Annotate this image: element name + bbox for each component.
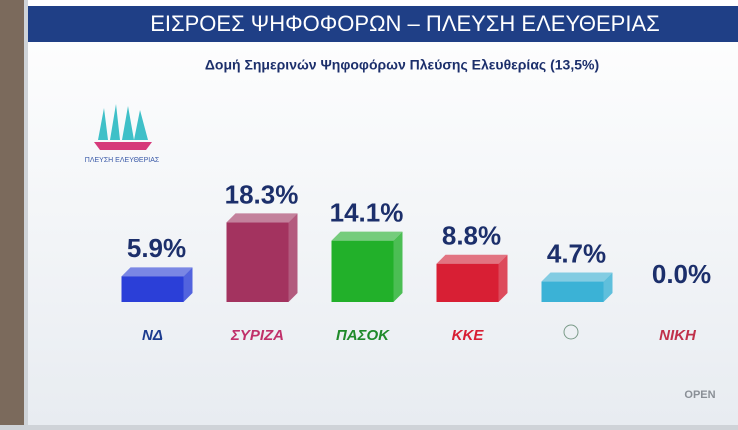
bar [121,276,184,302]
bar-top [541,272,613,282]
background-photo [0,0,24,425]
x-tick-label: ΚΚΕ [452,327,485,344]
bar-top [226,213,298,223]
chart-title: ΕΙΣΡΟΕΣ ΨΗΦΟΦΟΡΩΝ – ΠΛΕΥΣΗ ΕΛΕΥΘΕΡΙΑΣ [150,11,659,36]
header-bar [28,6,738,42]
x-tick-label: ΝΔ [142,327,163,344]
bar-side [603,272,613,302]
value-label: 18.3% [225,179,299,209]
value-label: 14.1% [330,198,404,228]
bar [226,222,289,302]
card [28,0,738,425]
value-label: 8.8% [442,221,501,251]
bar-side [183,267,193,302]
bar [436,263,499,302]
value-label: 4.7% [547,238,606,268]
bar [331,240,394,302]
bar-side [288,213,298,302]
party-logo [94,104,152,150]
value-label: 5.9% [127,233,186,263]
party-logo-circle [563,324,579,340]
bar-top [331,231,403,241]
chart-subtitle: Δομή Σημερινών Ψηφοφόρων Πλεύσης Ελευθερ… [205,57,599,73]
logo-text: ΠΛΕΥΣΗ ΕΛΕΥΘΕΡΙΑΣ [85,157,160,164]
bar-top [121,267,193,277]
x-tick-label: ΠΑΣΟΚ [336,327,390,344]
bar [541,281,604,302]
value-label: 0.0% [652,259,711,289]
bar-side [498,254,508,302]
bar-top [436,254,508,264]
watermark: OPEN [684,389,715,401]
x-tick-label: ΣΥΡΙΖΑ [230,327,284,344]
x-tick-label: ΝΙΚΗ [659,327,697,344]
bar-side [393,231,403,302]
